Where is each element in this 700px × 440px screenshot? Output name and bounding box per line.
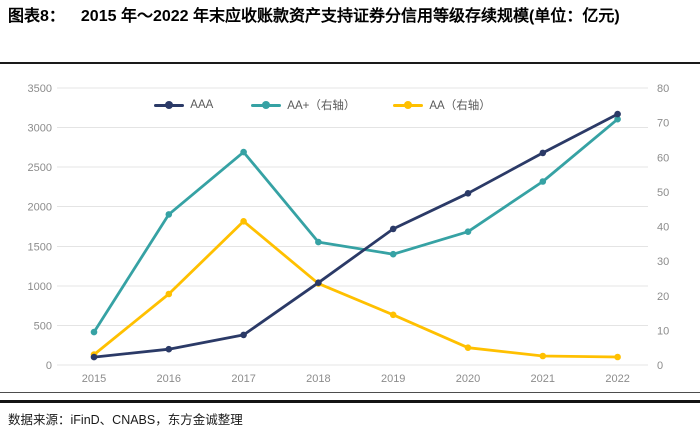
figure-title-text: 2015 年～2022 年末应收账款资产支持证券分信用等级存续规模(单位：亿元) (80, 8, 620, 25)
svg-text:0: 0 (46, 360, 52, 372)
legend-line-marker (393, 101, 424, 109)
svg-text:2021: 2021 (531, 373, 555, 385)
svg-text:1500: 1500 (28, 241, 52, 253)
figure-number-label: 图表8： (8, 8, 65, 25)
svg-text:1000: 1000 (28, 281, 52, 293)
svg-text:2015: 2015 (82, 373, 106, 385)
svg-text:2018: 2018 (306, 373, 330, 385)
legend-line-marker (251, 101, 282, 109)
legend-line-marker (154, 101, 185, 109)
svg-text:70: 70 (657, 118, 669, 130)
svg-text:2022: 2022 (605, 373, 629, 385)
svg-text:2017: 2017 (231, 373, 255, 385)
legend-dot-marker (262, 101, 271, 109)
svg-text:2500: 2500 (28, 162, 52, 174)
svg-text:3000: 3000 (28, 123, 52, 135)
footer-divider-thin (0, 392, 700, 393)
svg-text:500: 500 (34, 320, 52, 332)
legend-item-aa-plus: AA+（右轴） (251, 97, 355, 113)
svg-text:2000: 2000 (28, 202, 52, 214)
svg-text:0: 0 (657, 360, 663, 372)
title-divider (0, 62, 700, 64)
figure-title: 图表8： 2015 年～2022 年末应收账款资产支持证券分信用等级存续规模(单位… (0, 4, 688, 62)
legend-label: AAA (190, 99, 214, 111)
legend-dot-marker (165, 101, 174, 109)
svg-text:80: 80 (657, 83, 669, 95)
svg-text:60: 60 (657, 152, 669, 164)
svg-text:2019: 2019 (381, 373, 405, 385)
data-source-note: 数据来源：iFinD、CNABS，东方金诚整理 (8, 413, 243, 427)
svg-text:2016: 2016 (157, 373, 181, 385)
line-chart-svg: 0 500 1000 1500 2000 2500 3000 3500 0 10 20 30 40 50 6… (28, 83, 670, 385)
svg-text:50: 50 (657, 187, 669, 199)
legend-dot-marker (404, 101, 413, 109)
svg-text:20: 20 (657, 291, 669, 303)
svg-text:10: 10 (657, 325, 669, 337)
svg-text:2020: 2020 (456, 373, 480, 385)
svg-text:40: 40 (657, 222, 669, 234)
legend-item-aa: AA（右轴） (393, 97, 491, 113)
legend-label: AA+（右轴） (287, 100, 356, 112)
chart-legend: AAA AA+（右轴） AA（右轴） (0, 97, 645, 113)
footer-divider-thick (0, 400, 700, 403)
svg-text:3500: 3500 (28, 83, 52, 95)
legend-label: AA（右轴） (429, 100, 491, 112)
legend-item-aaa: AAA (154, 99, 213, 111)
svg-text:30: 30 (657, 256, 669, 268)
